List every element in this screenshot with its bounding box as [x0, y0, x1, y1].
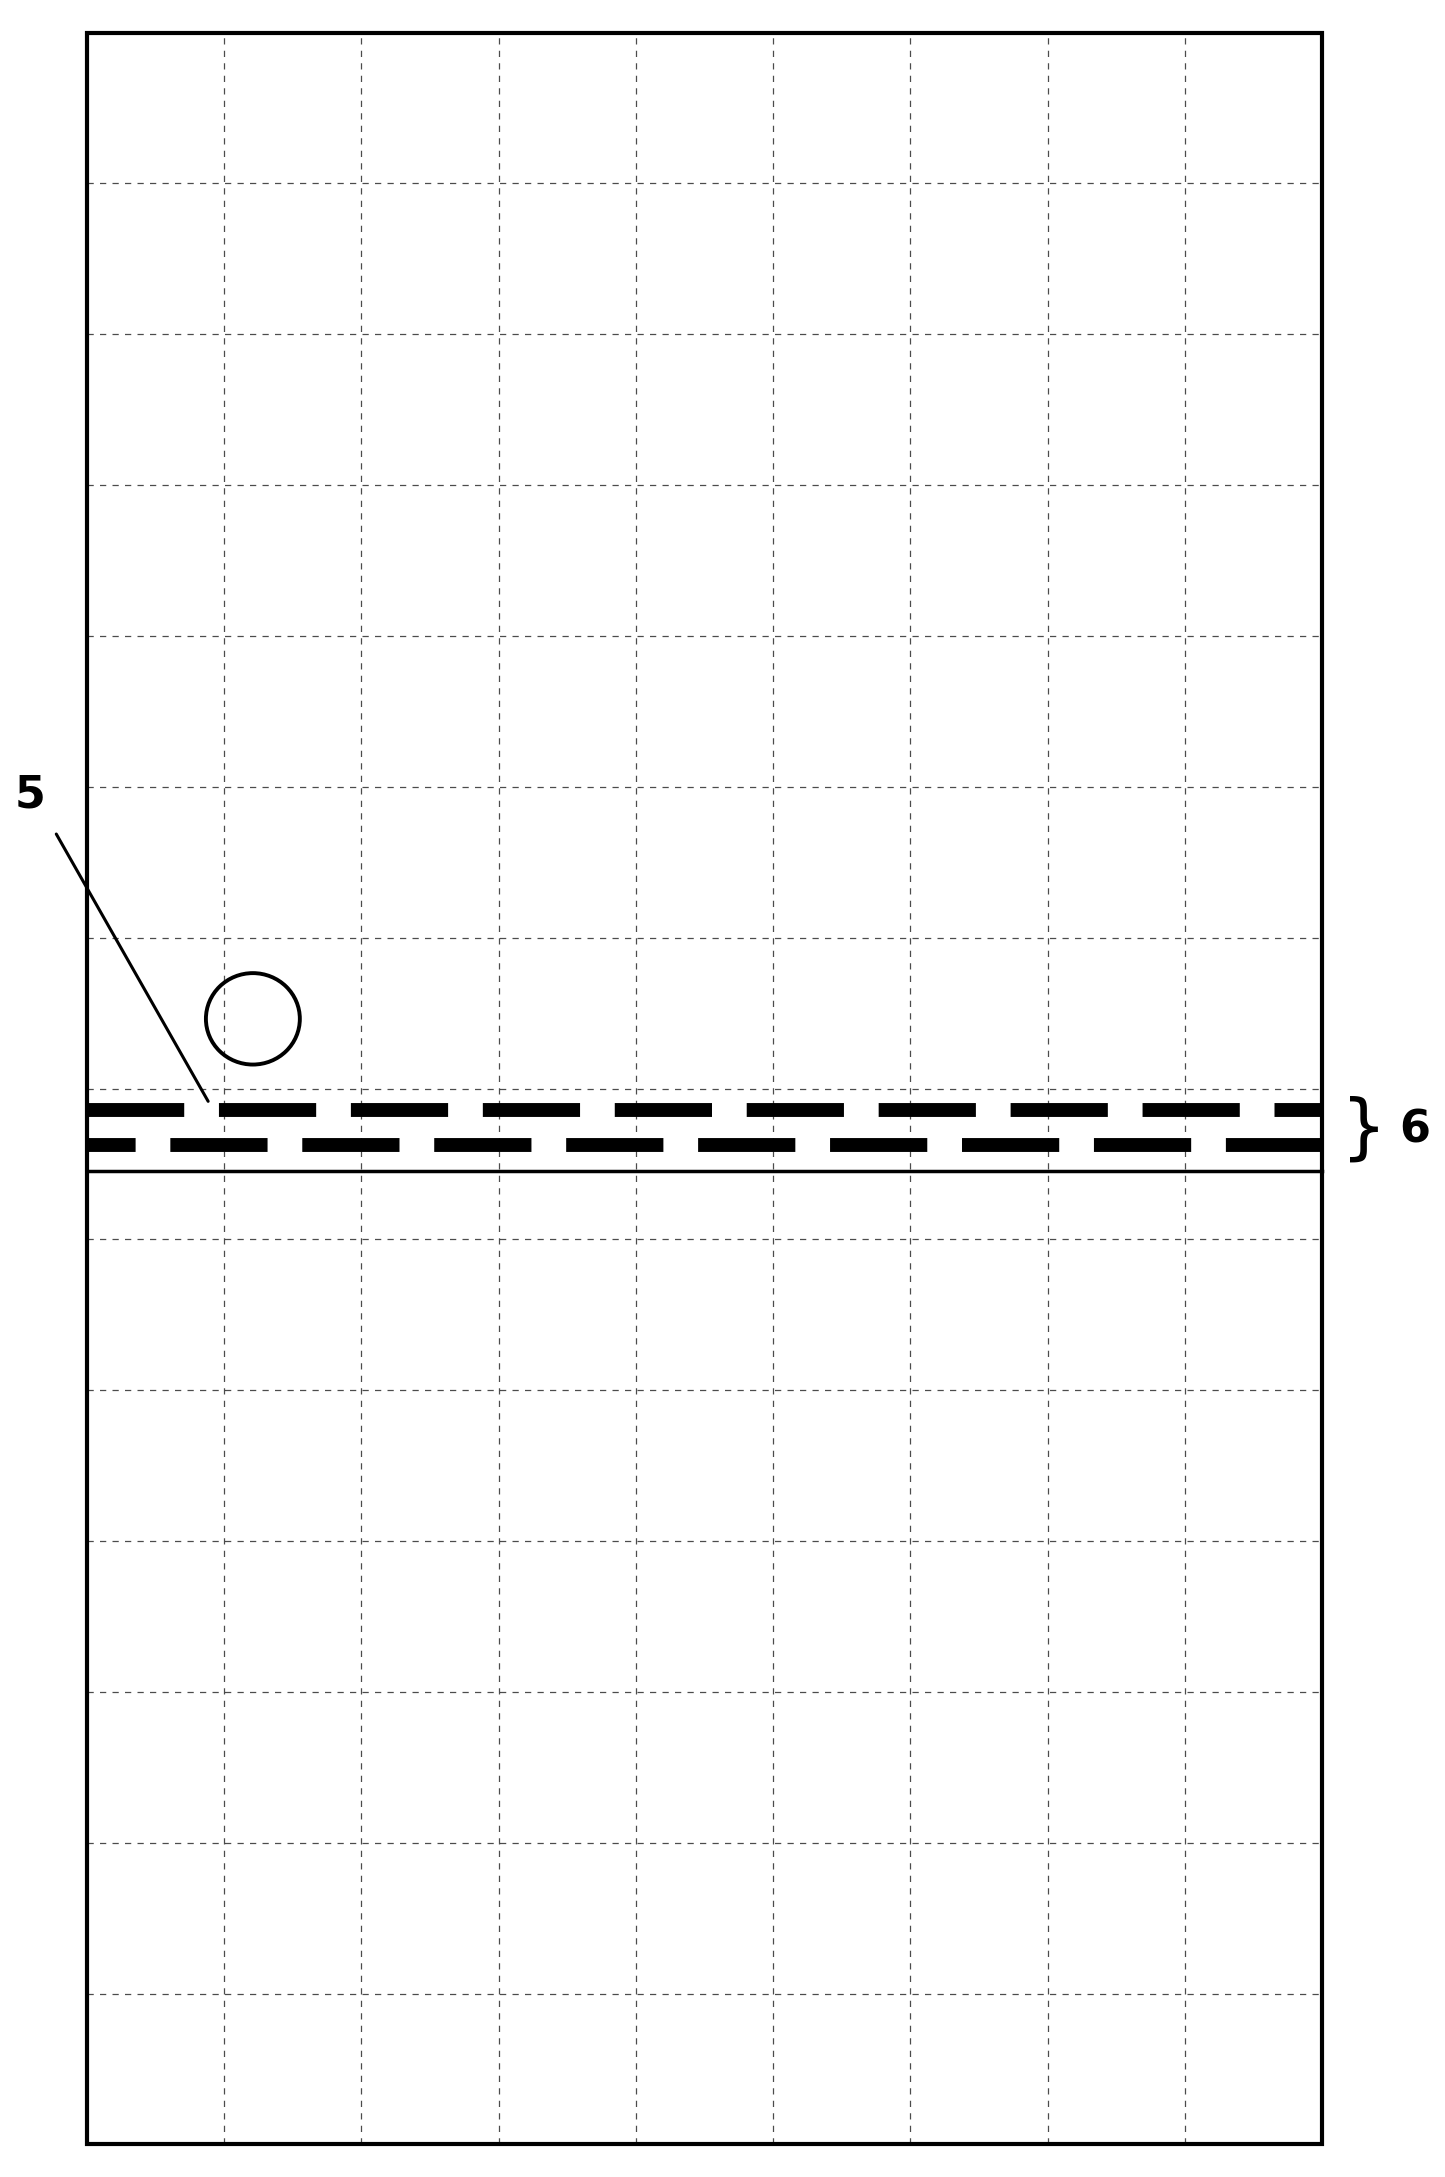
Text: 6: 6 [1399, 1108, 1429, 1152]
Bar [87, 33, 1322, 2144]
Text: }: } [1341, 1095, 1387, 1165]
Text: 5: 5 [14, 773, 45, 816]
